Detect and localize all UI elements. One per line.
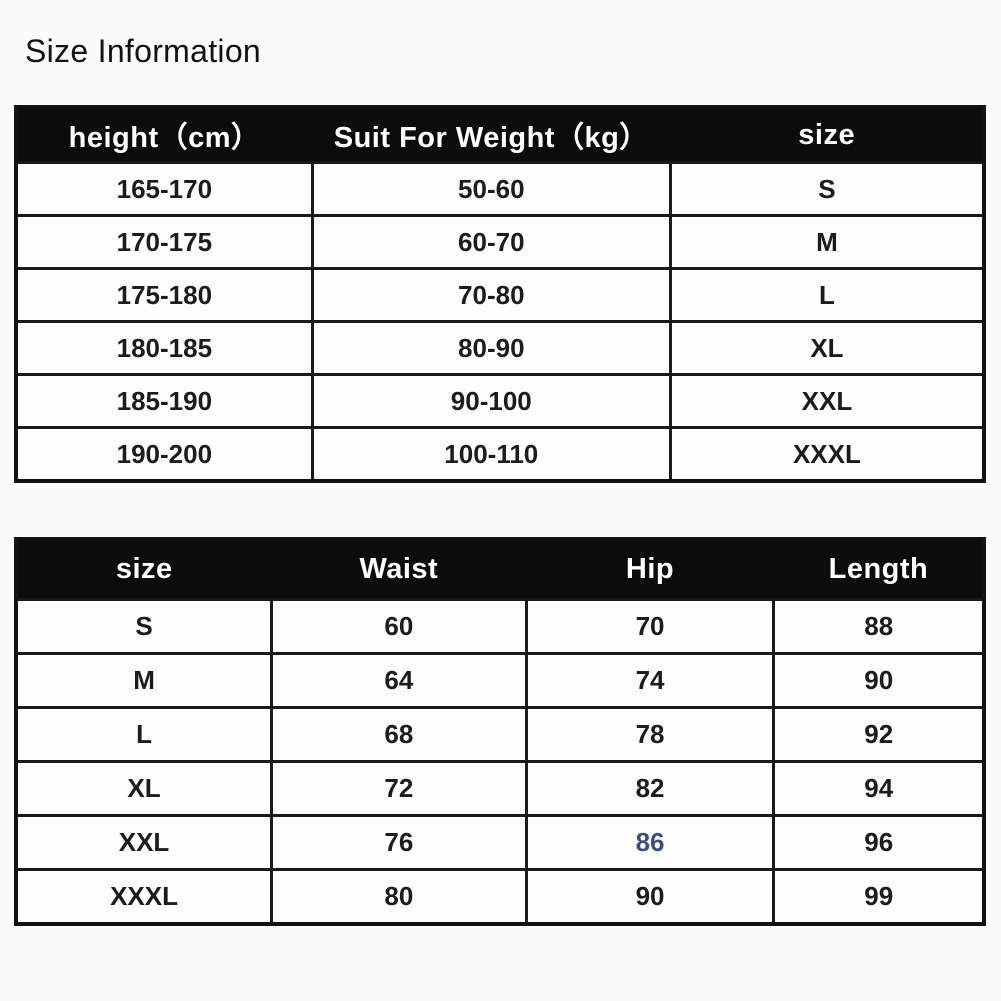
table-cell: 82	[524, 760, 776, 817]
table-row: 185-190 90-100 XXL	[14, 373, 986, 429]
table-cell: 78	[524, 706, 776, 763]
column-header: Length	[772, 538, 986, 601]
table-header-row: size Waist Hip Length	[15, 538, 986, 601]
table-header-row: height（cm） Suit For Weight（kg） size	[14, 106, 985, 164]
table-cell: 190-200	[14, 426, 314, 483]
column-header: Suit For Weight（kg）	[311, 106, 672, 164]
table-cell: 100-110	[310, 426, 672, 483]
column-header: height（cm）	[14, 106, 314, 164]
table-cell: 90	[772, 652, 986, 709]
column-header: size	[669, 106, 985, 164]
column-header: size	[15, 538, 273, 601]
table-row: XXXL 80 90 99	[14, 868, 986, 926]
table-row: L 68 78 92	[14, 706, 986, 763]
table-cell: 92	[772, 706, 986, 763]
table-cell: 80-90	[310, 320, 672, 376]
table-cell: 88	[772, 598, 986, 655]
table-cell: S	[668, 161, 986, 217]
header-row: height（cm） Suit For Weight（kg） size	[14, 106, 985, 164]
table-cell: 68	[270, 706, 528, 763]
table-cell: 185-190	[14, 373, 314, 429]
table-row: S 60 70 88	[14, 598, 986, 655]
table-cell: XL	[14, 760, 274, 817]
table-cell: 60	[270, 598, 528, 655]
table-cell: 180-185	[14, 320, 314, 376]
table-cell: 80	[270, 868, 528, 926]
table-cell: 86	[524, 814, 776, 871]
table-cell: XXXL	[14, 868, 274, 926]
table-row: M 64 74 90	[14, 652, 986, 709]
table-row: XL 72 82 94	[14, 760, 986, 817]
table-cell: 72	[270, 760, 528, 817]
table-cell: 76	[270, 814, 528, 871]
size-measurements-table: size Waist Hip Length S 60 70 88 M 64 74 90 L 68 78 92…	[14, 537, 986, 926]
table-cell: 70-80	[310, 267, 672, 323]
table-row: 180-185 80-90 XL	[14, 320, 986, 376]
height-weight-size-table: height（cm） Suit For Weight（kg） size 165-17…	[14, 105, 986, 483]
table-cell: 60-70	[310, 214, 672, 270]
table-cell: XXL	[668, 373, 986, 429]
column-header: Waist	[270, 538, 528, 601]
table-cell: 99	[772, 868, 986, 926]
table-cell: 64	[270, 652, 528, 709]
table-cell: S	[14, 598, 274, 655]
header-row: size Waist Hip Length	[15, 538, 986, 601]
table-cell: M	[14, 652, 274, 709]
table-cell: 90-100	[310, 373, 672, 429]
table-cell: L	[14, 706, 274, 763]
table-cell: 165-170	[14, 161, 314, 217]
table-cell: 170-175	[14, 214, 314, 270]
table-cell: L	[668, 267, 986, 323]
table-cell: XXL	[14, 814, 274, 871]
table-row: 165-170 50-60 S	[14, 161, 986, 217]
table-cell: M	[668, 214, 986, 270]
page-title: Size Information	[25, 33, 262, 69]
table-cell: 70	[524, 598, 776, 655]
table-cell: 96	[772, 814, 986, 871]
table-cell: 90	[524, 868, 776, 926]
table-cell: XL	[668, 320, 986, 376]
table-body: 165-170 50-60 S 170-175 60-70 M 175-180 70-80 L 1…	[14, 161, 986, 483]
table-cell: 50-60	[310, 161, 672, 217]
column-header: Hip	[525, 538, 775, 601]
table-cell: 94	[772, 760, 986, 817]
table-row: 170-175 60-70 M	[14, 214, 986, 270]
table-body: S 60 70 88 M 64 74 90 L 68 78 92 XL 72 82 94 XXL 76 86 96 XX…	[14, 598, 986, 926]
table-row: 190-200 100-110 XXXL	[14, 426, 986, 483]
table-cell: XXXL	[668, 426, 986, 483]
table-cell: 74	[524, 652, 776, 709]
table-row: 175-180 70-80 L	[14, 267, 986, 323]
table-cell: 175-180	[14, 267, 314, 323]
table-row: XXL 76 86 96	[14, 814, 986, 871]
